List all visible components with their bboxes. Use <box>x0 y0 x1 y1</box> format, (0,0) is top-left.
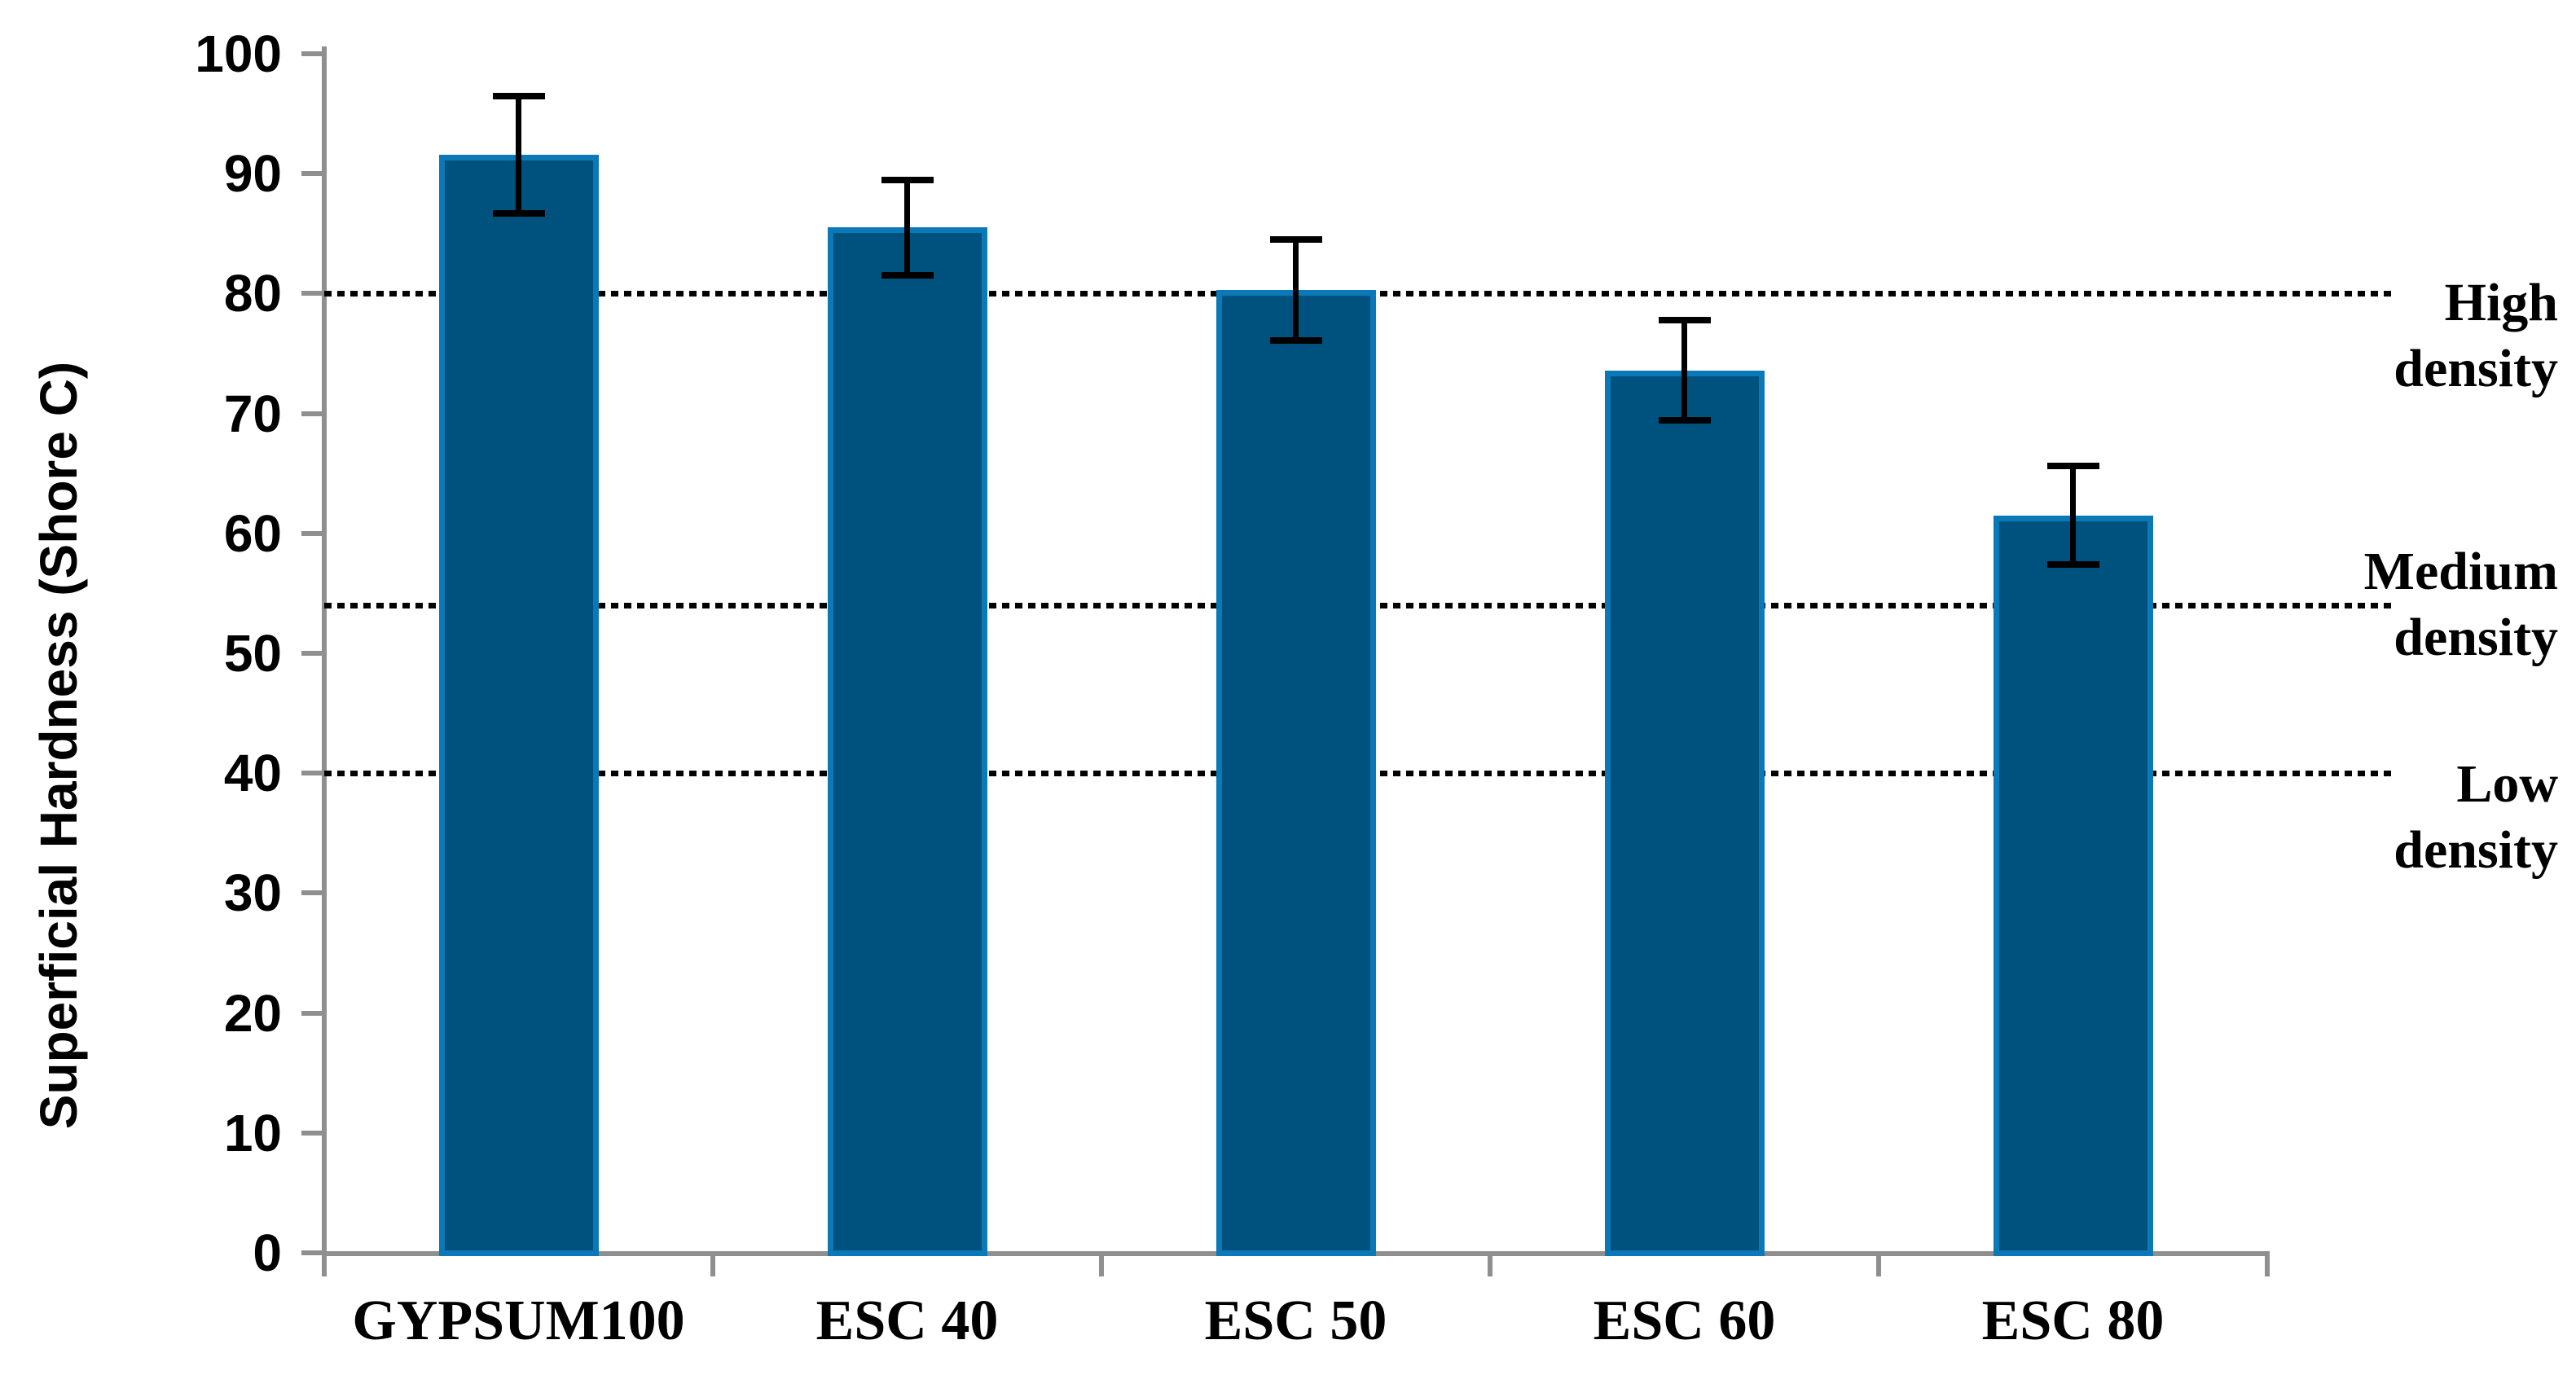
error-bar-cap-top-esc-50 <box>1269 236 1322 244</box>
y-tick-50 <box>301 651 324 656</box>
y-axis-line <box>322 46 327 1273</box>
bar-esc-80 <box>1993 515 2153 1256</box>
error-bar-cap-bottom-esc-60 <box>1658 417 1711 424</box>
x-tick-1 <box>710 1256 715 1276</box>
x-label-gypsum100: GYPSUM100 <box>352 1289 685 1352</box>
y-tick-10 <box>301 1130 324 1136</box>
error-bar-cap-bottom-esc-40 <box>881 272 934 279</box>
x-tick-5 <box>2265 1256 2270 1276</box>
y-tick-label-80: 80 <box>223 264 282 323</box>
error-bar-cap-top-esc-60 <box>1658 316 1711 323</box>
bar-esc-40 <box>827 227 987 1256</box>
x-tick-3 <box>1488 1256 1492 1276</box>
y-tick-label-0: 0 <box>253 1223 282 1282</box>
bar-gypsum100 <box>438 154 599 1256</box>
y-tick-label-100: 100 <box>195 24 282 83</box>
error-bar-stem-gypsum100 <box>516 95 521 213</box>
x-label-esc-80: ESC 80 <box>1981 1289 2165 1352</box>
error-bar-stem-esc-80 <box>2070 466 2076 565</box>
y-tick-label-50: 50 <box>223 624 282 683</box>
error-bar-stem-esc-50 <box>1293 239 1299 340</box>
y-tick-label-90: 90 <box>223 144 282 204</box>
y-tick-40 <box>301 771 324 776</box>
y-tick-label-30: 30 <box>223 863 282 923</box>
x-label-esc-40: ESC 40 <box>815 1289 999 1352</box>
error-bar-cap-top-esc-40 <box>881 176 934 183</box>
y-tick-0 <box>301 1250 324 1255</box>
y-tick-20 <box>301 1010 324 1016</box>
error-bar-cap-bottom-gypsum100 <box>492 209 545 217</box>
bar-esc-60 <box>1604 370 1765 1256</box>
x-label-esc-50: ESC 50 <box>1204 1289 1387 1352</box>
y-tick-label-40: 40 <box>223 744 282 803</box>
x-tick-2 <box>1099 1256 1104 1276</box>
error-bar-cap-top-esc-80 <box>2046 463 2099 470</box>
y-tick-label-60: 60 <box>223 503 282 563</box>
x-tick-4 <box>1876 1256 1881 1276</box>
y-tick-60 <box>301 530 324 536</box>
y-tick-80 <box>301 291 324 297</box>
y-tick-30 <box>301 890 324 896</box>
reference-label-low-density: Low density <box>2394 754 2558 880</box>
y-tick-70 <box>301 411 324 416</box>
reference-label-medium-density: Medium density <box>2363 542 2558 667</box>
error-bar-stem-esc-60 <box>1681 319 1687 421</box>
x-label-esc-60: ESC 60 <box>1593 1289 1776 1352</box>
error-bar-stem-esc-40 <box>904 179 910 276</box>
y-tick-label-20: 20 <box>223 983 282 1043</box>
error-bar-cap-bottom-esc-50 <box>1269 336 1322 344</box>
x-tick-0 <box>322 1256 327 1276</box>
y-tick-label-10: 10 <box>223 1103 282 1162</box>
y-tick-label-70: 70 <box>223 384 282 443</box>
y-tick-90 <box>301 171 324 177</box>
reference-label-high-density: High density <box>2394 273 2558 398</box>
bar-esc-50 <box>1215 289 1376 1256</box>
y-tick-100 <box>301 51 324 56</box>
error-bar-cap-top-gypsum100 <box>492 92 545 99</box>
error-bar-cap-bottom-esc-80 <box>2046 561 2099 569</box>
